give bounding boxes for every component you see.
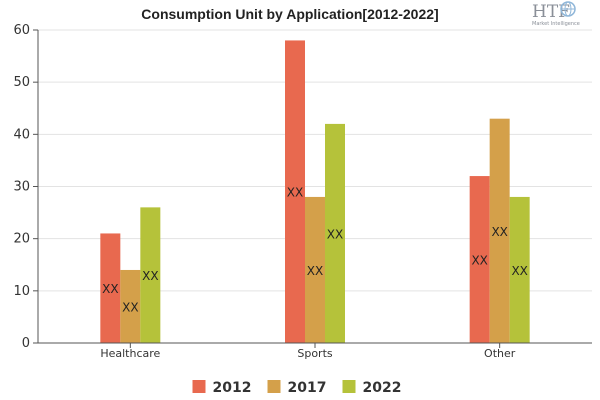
data-label: XX (142, 269, 158, 283)
legend-swatch-2017 (267, 380, 281, 393)
htf-logo: HTF Market Intelligence (532, 1, 580, 27)
y-tick-label: 20 (13, 232, 30, 247)
data-label: XX (122, 300, 138, 314)
globe-icon (560, 1, 576, 17)
y-tick-label: 0 (22, 336, 30, 351)
legend-label-2017: 2017 (288, 380, 327, 396)
data-label: XX (327, 227, 343, 241)
bar-healthcare-2012 (100, 233, 121, 343)
category-labels: Healthcare Sports Other (100, 343, 516, 360)
legend-label-2022: 2022 (363, 380, 402, 396)
data-label: XX (511, 264, 527, 278)
data-label: XX (287, 186, 303, 200)
bars (100, 40, 530, 344)
data-label: XX (307, 264, 323, 278)
legend: 2012 2017 2022 (192, 380, 402, 396)
category-label-sports: Sports (297, 347, 333, 360)
y-tick-label: 30 (13, 180, 30, 195)
y-tick-label: 60 (13, 23, 30, 38)
data-label: XX (471, 254, 487, 268)
bar-healthcare-2017 (120, 269, 141, 343)
logo-name: HTF (532, 2, 570, 22)
bar-sports-2017 (305, 196, 325, 343)
bar-other-2022 (509, 196, 530, 343)
legend-swatch-2022 (342, 380, 356, 393)
bar-healthcare-2022 (140, 207, 161, 343)
bar-other-2012 (469, 176, 490, 343)
data-labels: XX XX XX XX XX XX XX XX XX (102, 186, 528, 315)
logo-tagline: Market Intelligence (532, 21, 580, 27)
bar-sports-2012 (285, 40, 305, 343)
category-label-other: Other (484, 347, 516, 360)
y-axis-ticks: 0 10 20 30 40 50 60 (13, 23, 38, 351)
y-tick-label: 40 (13, 127, 30, 142)
data-label: XX (102, 282, 118, 296)
data-label: XX (491, 225, 507, 239)
legend-label-2012: 2012 (213, 380, 252, 396)
legend-swatch-2012 (192, 380, 206, 393)
bar-sports-2022 (325, 123, 345, 344)
y-tick-label: 10 (13, 284, 30, 299)
y-tick-label: 50 (13, 75, 30, 90)
category-label-healthcare: Healthcare (100, 347, 160, 360)
chart-title: Consumption Unit by Application[2012-202… (141, 6, 438, 22)
bar-other-2017 (489, 118, 510, 343)
